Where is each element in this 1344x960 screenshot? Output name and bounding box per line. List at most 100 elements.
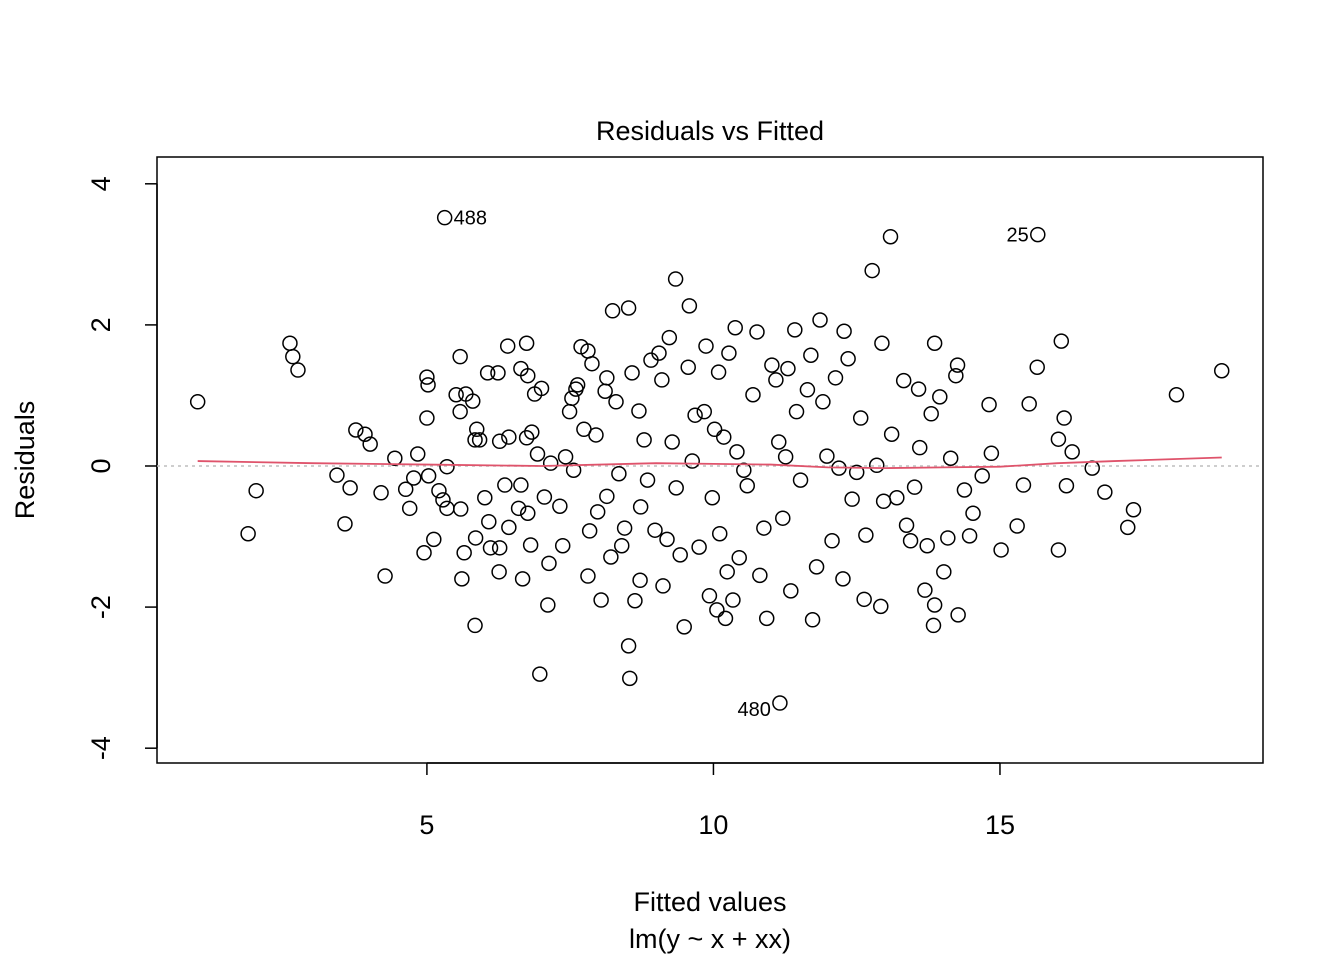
point: [469, 421, 485, 438]
point: [589, 504, 606, 520]
point: [680, 359, 696, 375]
point: [448, 386, 464, 403]
point: [965, 505, 981, 522]
point: [624, 365, 640, 381]
point: [603, 549, 619, 565]
point: [580, 568, 596, 584]
plot-frame: [156, 156, 1264, 764]
point: [329, 467, 345, 483]
point: [290, 362, 306, 378]
point: [824, 533, 840, 549]
labeled-point: [1030, 226, 1046, 243]
point: [783, 583, 799, 599]
point: [874, 335, 890, 351]
point: [835, 571, 851, 587]
point: [667, 271, 684, 287]
point: [1120, 519, 1136, 536]
point: [917, 582, 933, 598]
point: [661, 329, 678, 346]
point: [729, 444, 745, 460]
point: [647, 522, 663, 538]
point: [479, 365, 496, 381]
point: [1168, 386, 1185, 403]
point: [873, 598, 889, 615]
point: [454, 571, 470, 587]
point: [852, 410, 869, 426]
point: [948, 367, 964, 384]
point: [836, 323, 852, 340]
point: [285, 348, 301, 365]
point: [701, 588, 718, 604]
point: [387, 450, 403, 466]
point: [932, 389, 948, 405]
point: [620, 638, 637, 654]
point: [529, 446, 546, 462]
point: [799, 382, 816, 398]
x-tick-label: 10: [698, 810, 728, 840]
point: [1015, 477, 1032, 493]
point: [812, 312, 828, 328]
point: [416, 545, 432, 561]
point: [1009, 518, 1025, 534]
point: [1084, 460, 1100, 476]
point: [426, 531, 442, 548]
point: [752, 567, 768, 584]
point: [815, 394, 831, 410]
point: [803, 347, 819, 363]
point: [608, 394, 624, 410]
point: [588, 427, 604, 443]
point: [1097, 484, 1113, 500]
point: [491, 540, 508, 556]
point: [611, 466, 627, 482]
point: [1050, 431, 1067, 447]
point: [749, 324, 765, 340]
point: [431, 482, 447, 499]
point: [240, 525, 256, 542]
point: [616, 520, 633, 536]
x-tick-label: 15: [985, 810, 1015, 840]
point: [452, 348, 468, 365]
point: [659, 531, 675, 548]
point: [471, 432, 488, 448]
point: [520, 367, 536, 384]
point: [373, 485, 389, 501]
point: [869, 457, 885, 474]
point: [704, 489, 721, 506]
point: [768, 372, 784, 388]
point: [844, 491, 860, 507]
point: [348, 422, 364, 438]
point: [719, 564, 735, 580]
point: [613, 537, 630, 554]
x-axis-label: Fitted values: [633, 887, 786, 917]
point: [604, 303, 621, 319]
subtitle: lm(y ~ x + xx): [629, 924, 791, 954]
point: [593, 592, 609, 608]
point: [727, 319, 743, 336]
point: [950, 607, 966, 623]
point: [840, 351, 856, 367]
point: [337, 516, 353, 532]
point: [819, 448, 835, 464]
point: [882, 228, 899, 245]
point: [848, 464, 865, 481]
point: [736, 462, 752, 478]
point: [542, 455, 559, 471]
point: [439, 458, 455, 475]
point: [405, 470, 422, 486]
point: [655, 578, 671, 594]
point: [745, 386, 761, 403]
point: [664, 434, 680, 450]
point: [756, 520, 772, 536]
point: [706, 421, 723, 438]
point: [898, 517, 915, 534]
point: [584, 355, 600, 372]
point: [533, 380, 550, 397]
y-tick-label: 2: [86, 317, 116, 332]
point: [956, 482, 973, 498]
point: [465, 393, 481, 409]
point: [710, 364, 727, 380]
point: [554, 537, 571, 554]
y-tick-label: 4: [86, 176, 116, 191]
point: [902, 533, 919, 549]
